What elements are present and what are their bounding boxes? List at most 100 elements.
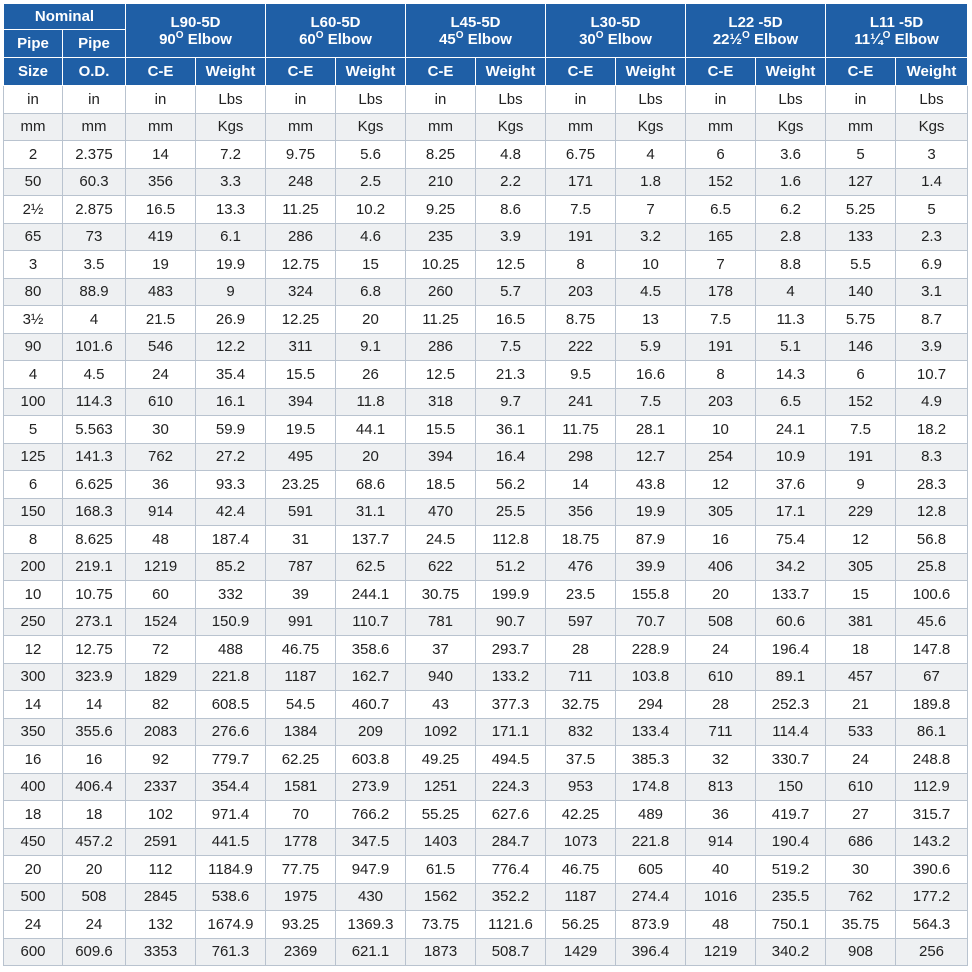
table-cell: 294 [615, 690, 686, 719]
table-cell: 24 [685, 635, 756, 664]
table-row: 3½ 4 21.5 26.9 12.25 20 11.25 16.5 8.75 13 7.5 11.3… [3, 305, 969, 334]
table-cell: 9 [195, 277, 266, 306]
table-cell: 4 [615, 140, 686, 169]
table-row: 12 12.75 72 488 46.75 358.6 37 293.7 28 228.9 24 19… [3, 635, 969, 664]
table-cell: 101.6 [62, 332, 126, 361]
group-header: L45-5D 45O Elbow [405, 3, 546, 58]
table-cell: 7 [685, 250, 756, 279]
table-cell: 18.75 [545, 525, 616, 554]
table-cell: 51.2 [475, 552, 546, 581]
table-cell: 48 [125, 525, 196, 554]
table-cell: 24 [125, 360, 196, 389]
table-cell: 70 [265, 800, 336, 829]
table-cell: in [405, 85, 476, 114]
table-cell: 143.2 [895, 827, 969, 856]
table-cell: mm [825, 112, 897, 141]
table-cell: 385.3 [615, 745, 686, 774]
table-cell: 533 [825, 717, 897, 746]
table-cell: 8 [545, 250, 616, 279]
table-cell: 5.5 [825, 250, 897, 279]
table-cell: 18 [3, 800, 63, 829]
table-cell: 1562 [405, 882, 476, 911]
table-cell: 112.9 [895, 772, 969, 801]
table-cell: 546 [125, 332, 196, 361]
group-angle: 90 [159, 30, 176, 48]
table-cell: 476 [545, 552, 616, 581]
table-cell: 132 [125, 910, 196, 939]
table-cell: 8.625 [62, 525, 126, 554]
table-cell: 1975 [265, 882, 336, 911]
table-row: 300 323.9 1829 221.8 1187 162.7 940 133.2 711 103… [3, 662, 969, 691]
table-cell: 191 [545, 222, 616, 251]
table-cell: 16.5 [475, 305, 546, 334]
table-cell: 2845 [125, 882, 196, 911]
table-cell: 12.7 [615, 442, 686, 471]
table-cell: 210 [405, 167, 476, 196]
weight-header: Weight [475, 57, 546, 86]
table-cell: in [62, 85, 126, 114]
table-cell: 1219 [125, 552, 196, 581]
table-cell: 1073 [545, 827, 616, 856]
table-cell: 15.5 [265, 360, 336, 389]
table-cell: 5.6 [335, 140, 406, 169]
table-cell: 7.5 [615, 387, 686, 416]
table-cell: 155.8 [615, 580, 686, 609]
table-cell: 60.6 [754, 607, 827, 636]
table-cell: 6 [825, 360, 897, 389]
table-cell: 171.1 [475, 717, 546, 746]
table-cell: 21.3 [475, 360, 546, 389]
table-cell: 750.1 [754, 910, 827, 939]
table-cell: 1016 [685, 882, 756, 911]
table-cell: 3½ [3, 305, 63, 334]
table-cell: 10 [615, 250, 686, 279]
table-cell: 4.9 [895, 387, 969, 416]
pipe-size-header-line2: Size [3, 57, 63, 86]
table-cell: 332 [195, 580, 266, 609]
table-cell: 43 [405, 690, 476, 719]
table-cell: 3353 [125, 937, 196, 966]
table-cell: 56.8 [895, 525, 969, 554]
table-cell: 9 [825, 470, 897, 499]
table-cell: 8 [685, 360, 756, 389]
table-cell: 177.2 [895, 882, 969, 911]
table-cell: 8.7 [895, 305, 969, 334]
table-cell: 7.5 [475, 332, 546, 361]
table-cell: 12.5 [475, 250, 546, 279]
table-cell: 8 [3, 525, 63, 554]
table-cell: 779.7 [195, 745, 266, 774]
table-cell: 60.3 [62, 167, 126, 196]
table-cell: 300 [3, 662, 63, 691]
table-cell: 203 [545, 277, 616, 306]
table-cell: 8.3 [895, 442, 969, 471]
group-angle: 45 [439, 30, 456, 48]
table-cell: 1092 [405, 717, 476, 746]
table-cell: 103.8 [615, 662, 686, 691]
table-cell: 46.75 [265, 635, 336, 664]
table-cell: 77.75 [265, 855, 336, 884]
table-cell: Lbs [335, 85, 406, 114]
group-angle-line: 60O Elbow [267, 30, 405, 48]
table-cell: 36 [685, 800, 756, 829]
table-cell: 15 [825, 580, 897, 609]
table-cell: in [545, 85, 616, 114]
table-cell: 171 [545, 167, 616, 196]
table-cell: 8.8 [754, 250, 827, 279]
table-cell: mm [125, 112, 196, 141]
table-cell: 28 [545, 635, 616, 664]
table-cell: 347.5 [335, 827, 406, 856]
table-cell: 396.4 [615, 937, 686, 966]
table-cell: 406 [685, 552, 756, 581]
table-cell: 914 [685, 827, 756, 856]
table-cell: 18 [62, 800, 126, 829]
table-cell: 39 [265, 580, 336, 609]
table-row: 6 6.625 36 93.3 23.25 68.6 18.5 56.2 14 43.8 12 37.… [3, 470, 969, 499]
table-cell: 2.375 [62, 140, 126, 169]
table-cell: 203 [685, 387, 756, 416]
table-cell: 9.7 [475, 387, 546, 416]
table-cell: 1674.9 [195, 910, 266, 939]
table-cell: 152 [685, 167, 756, 196]
ce-header: C-E [125, 57, 196, 86]
table-cell: 2369 [265, 937, 336, 966]
table-cell: 298 [545, 442, 616, 471]
table-cell: Lbs [615, 85, 686, 114]
